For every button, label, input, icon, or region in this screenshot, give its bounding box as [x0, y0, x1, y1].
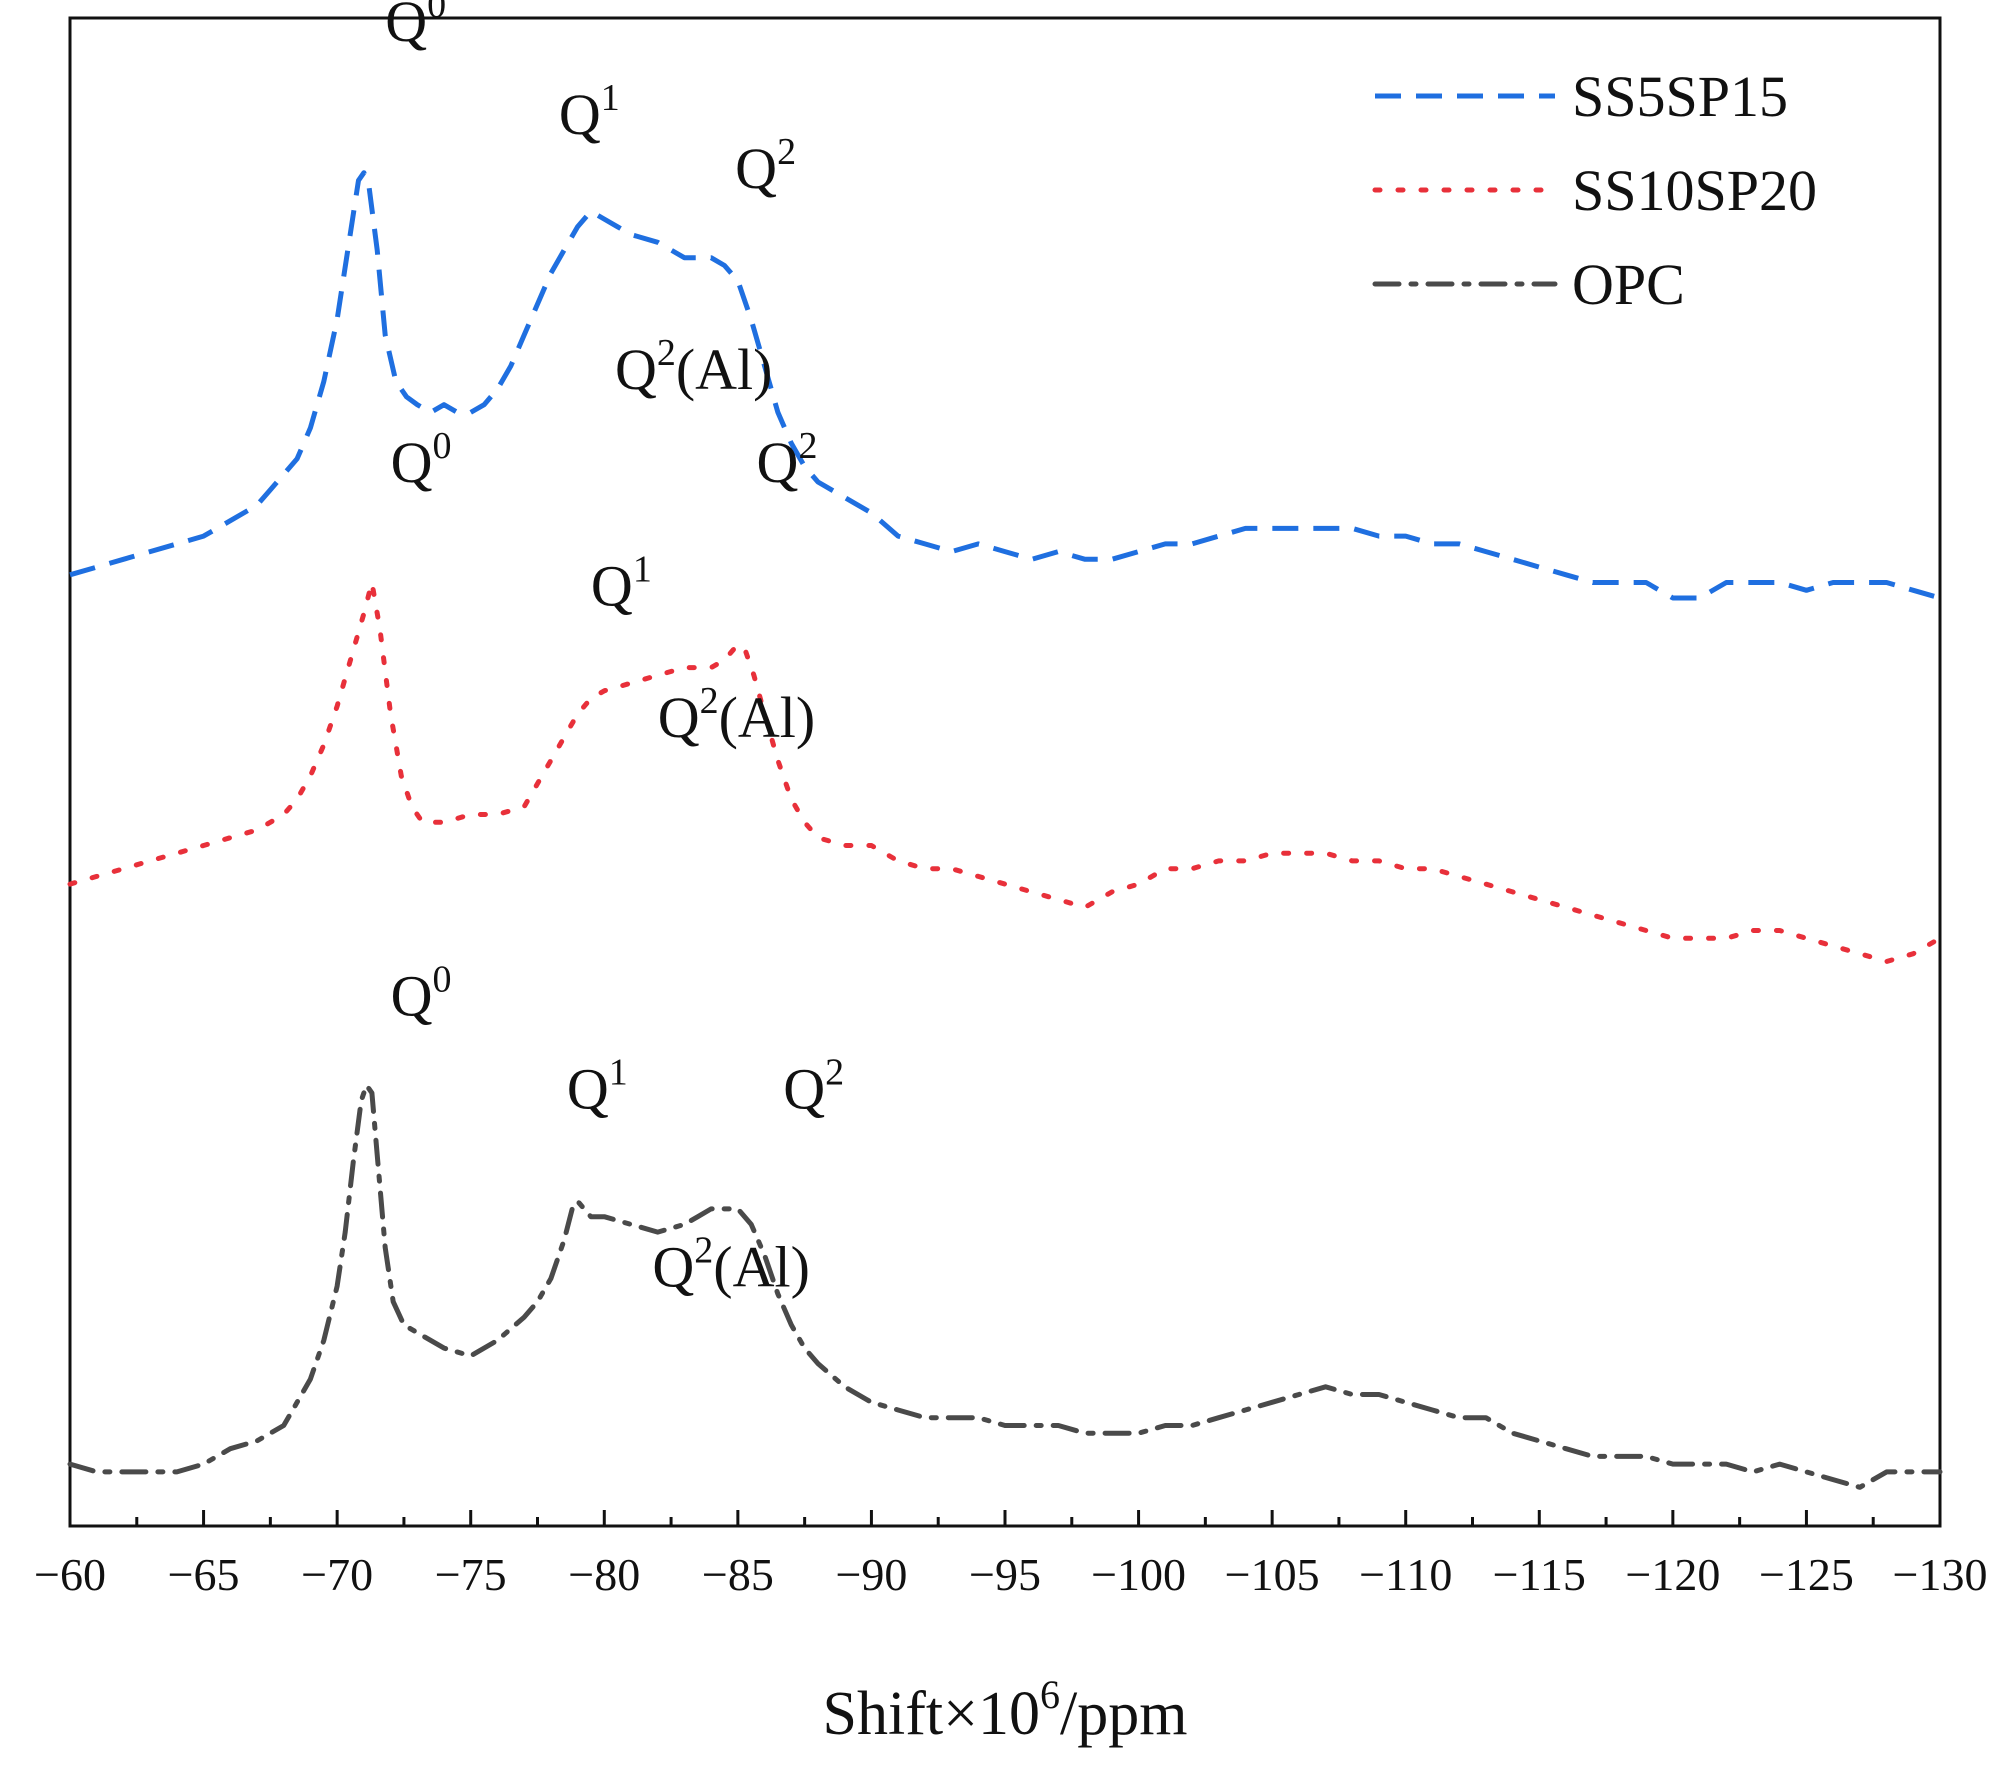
x-tick-label: −105 [1225, 1549, 1320, 1600]
peak-label-suffix: (Al) [713, 1234, 810, 1299]
series-line-opc [67, 1082, 1943, 1490]
x-tick-label: −110 [1359, 1549, 1452, 1600]
peak-label-ss5sp15: Q2(Al) [615, 332, 773, 402]
x-tick-label: −90 [835, 1549, 907, 1600]
peak-label-letter: Q [391, 430, 433, 495]
x-tick-label: −85 [702, 1549, 774, 1600]
series-line-ss10sp20 [67, 580, 1943, 964]
x-tick-label: −125 [1759, 1549, 1854, 1600]
series-line-ss5sp15 [69, 170, 1941, 601]
peak-label-superscript: 0 [427, 0, 446, 26]
peak-label-superscript: 2 [700, 680, 719, 722]
x-tick-label: −70 [301, 1549, 373, 1600]
peak-label-superscript: 0 [432, 425, 451, 467]
legend: SS5SP15 SS10SP20 OPC [1372, 64, 1817, 317]
peak-label-suffix: (Al) [719, 685, 816, 750]
peak-label-letter: Q [567, 1056, 609, 1121]
peak-label-superscript: 2 [657, 332, 676, 374]
x-axis: −60 −65 −70 −75 −80 −85 −90 −95 −100 −105 −110 −115… [34, 1510, 1987, 1600]
x-axis-label: Shift×106/ppm [823, 1672, 1188, 1748]
plot-frame [68, 16, 1942, 1528]
peak-label-letter: Q [559, 82, 601, 147]
legend-label-ss5sp15: SS5SP15 [1572, 64, 1788, 129]
peak-label-superscript: 0 [432, 959, 451, 1001]
peak-label-opc: Q2(Al) [652, 1229, 810, 1299]
peak-label-opc: Q1 [567, 1051, 628, 1121]
peak-label-superscript: 1 [601, 77, 620, 119]
peak-label-ss10sp20: Q1 [591, 549, 652, 619]
peak-label-letter: Q [385, 0, 427, 54]
peak-label-ss5sp15: Q1 [559, 77, 620, 147]
peak-label-letter: Q [783, 1056, 825, 1121]
x-tick-label: −60 [34, 1549, 106, 1600]
legend-label-ss10sp20: SS10SP20 [1572, 158, 1817, 223]
x-axis-label-main: Shift×10 [823, 1680, 1041, 1748]
peak-label-ss10sp20: Q2(Al) [658, 680, 816, 750]
peak-label-superscript: 2 [825, 1051, 844, 1093]
peak-label-ss5sp15: Q2 [735, 131, 796, 201]
peak-label-ss10sp20: Q0 [391, 425, 452, 495]
x-tick-label: −75 [435, 1549, 507, 1600]
peak-label-superscript: 2 [694, 1229, 713, 1271]
peak-label-letter: Q [757, 430, 799, 495]
peak-label-superscript: 1 [609, 1051, 628, 1093]
x-axis-label-superscript: 6 [1040, 1672, 1060, 1717]
peak-label-superscript: 2 [798, 425, 817, 467]
peak-label-letter: Q [615, 337, 657, 402]
x-tick-label: −80 [568, 1549, 640, 1600]
peak-label-suffix: (Al) [676, 337, 773, 402]
x-tick-label: −95 [969, 1549, 1041, 1600]
peak-label-ss5sp15: Q0 [385, 0, 446, 54]
peak-label-superscript: 2 [777, 131, 796, 173]
x-tick-label: −115 [1493, 1549, 1586, 1600]
peak-label-letter: Q [735, 136, 777, 201]
legend-label-opc: OPC [1572, 252, 1685, 317]
series-layer [67, 170, 1943, 1490]
x-tick-label: −120 [1625, 1549, 1720, 1600]
x-tick-label: −65 [168, 1549, 240, 1600]
peak-label-letter: Q [658, 685, 700, 750]
peak-label-superscript: 1 [633, 549, 652, 591]
peak-label-letter: Q [652, 1234, 694, 1299]
peak-label-ss10sp20: Q2 [757, 425, 818, 495]
peak-label-letter: Q [591, 554, 633, 619]
x-axis-label-unit: /ppm [1060, 1680, 1187, 1748]
x-tick-label: −130 [1893, 1549, 1988, 1600]
peak-label-letter: Q [391, 964, 433, 1029]
x-tick-label: −100 [1091, 1549, 1186, 1600]
peak-label-opc: Q2 [783, 1051, 844, 1121]
peak-label-opc: Q0 [391, 959, 452, 1029]
